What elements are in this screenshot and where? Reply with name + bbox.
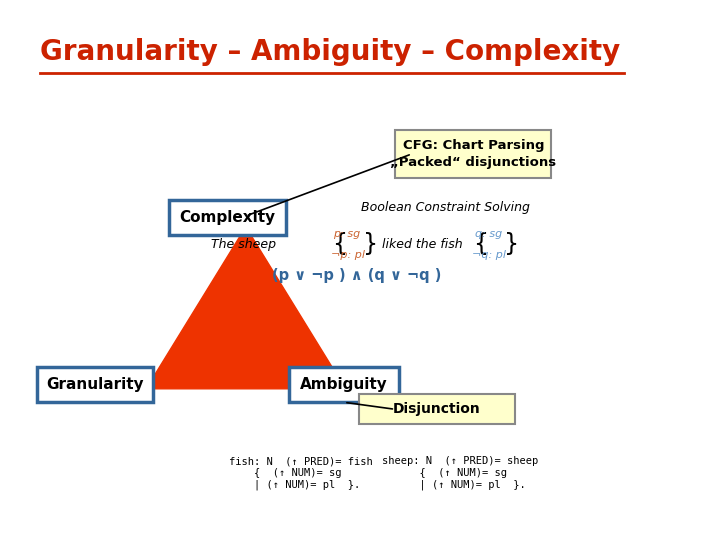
- FancyBboxPatch shape: [37, 367, 153, 402]
- Polygon shape: [146, 227, 346, 389]
- Text: }: }: [363, 232, 378, 256]
- Text: sheep: N  (↑ PRED)= sheep
      {  (↑ NUM)= sg
      | (↑ NUM)= pl  }.: sheep: N (↑ PRED)= sheep { (↑ NUM)= sg |…: [382, 456, 539, 490]
- Text: Disjunction: Disjunction: [393, 402, 481, 416]
- Text: ¬p: pl: ¬p: pl: [330, 250, 365, 260]
- Text: Complexity: Complexity: [179, 210, 276, 225]
- Text: (p ∨ ¬p ) ∧ (q ∨ ¬q ): (p ∨ ¬p ) ∧ (q ∨ ¬q ): [272, 268, 442, 283]
- FancyBboxPatch shape: [169, 200, 286, 235]
- Text: fish: N  (↑ PRED)= fish
    {  (↑ NUM)= sg
    | (↑ NUM)= pl  }.: fish: N (↑ PRED)= fish { (↑ NUM)= sg | (…: [229, 456, 373, 490]
- Text: liked the fish: liked the fish: [382, 238, 462, 251]
- FancyBboxPatch shape: [289, 367, 399, 402]
- Text: ¬q: pl: ¬q: pl: [472, 250, 505, 260]
- FancyBboxPatch shape: [395, 130, 552, 178]
- Text: Granularity: Granularity: [46, 377, 143, 392]
- Text: {: {: [332, 232, 347, 256]
- Text: q: sg: q: sg: [475, 229, 503, 239]
- Text: p: sg: p: sg: [333, 229, 361, 239]
- Text: Boolean Constraint Solving: Boolean Constraint Solving: [361, 201, 529, 214]
- FancyBboxPatch shape: [359, 394, 515, 424]
- Text: {: {: [473, 232, 488, 256]
- Text: }: }: [503, 232, 518, 256]
- Text: Granularity – Ambiguity – Complexity: Granularity – Ambiguity – Complexity: [40, 38, 620, 66]
- Text: Ambiguity: Ambiguity: [300, 377, 387, 392]
- Text: CFG: Chart Parsing
„Packed“ disjunctions: CFG: Chart Parsing „Packed“ disjunctions: [390, 139, 557, 169]
- Text: The sheep: The sheep: [211, 238, 276, 251]
